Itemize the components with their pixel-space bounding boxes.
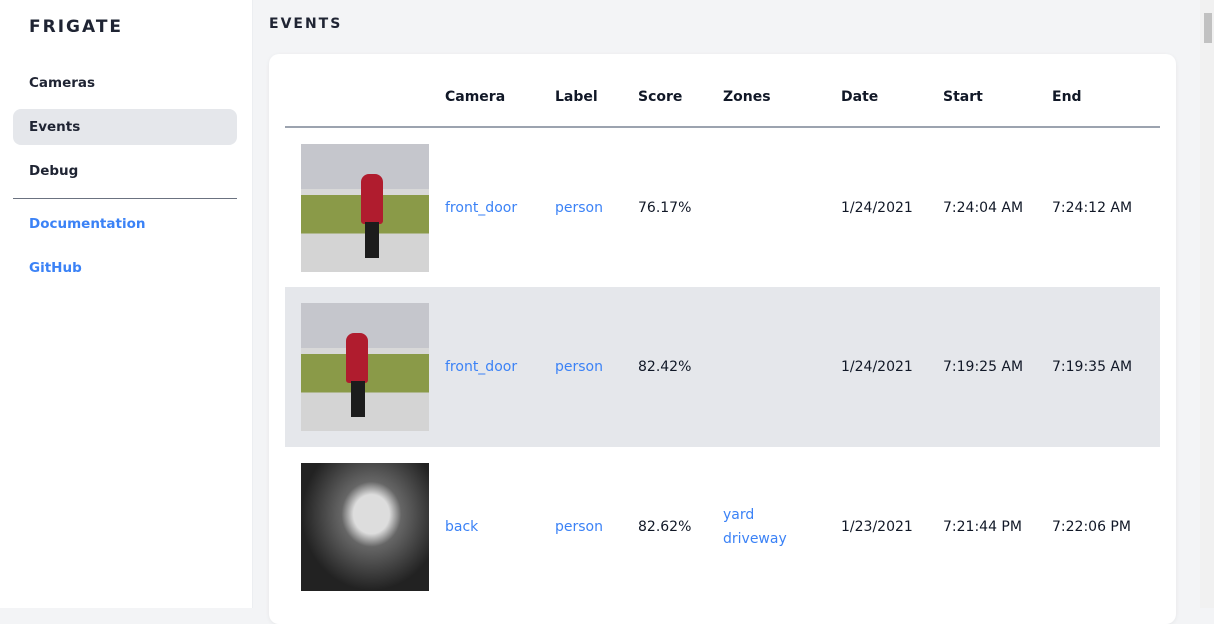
camera-link[interactable]: back <box>445 519 479 535</box>
table-row[interactable]: front_door person 82.42% 1/24/2021 7:19:… <box>285 287 1160 447</box>
header-camera: Camera <box>445 54 555 128</box>
documentation-link[interactable]: Documentation <box>29 216 146 232</box>
event-thumbnail[interactable] <box>301 303 429 431</box>
table-row[interactable]: back person 82.62% yard driveway 1/23/202… <box>285 447 1160 607</box>
sidebar-item-cameras[interactable]: Cameras <box>29 75 96 91</box>
label-link[interactable]: person <box>555 519 603 535</box>
camera-link[interactable]: front_door <box>445 199 518 216</box>
event-thumbnail[interactable] <box>301 143 429 272</box>
github-link[interactable]: GitHub <box>29 260 82 276</box>
sidebar-item-events[interactable]: Events <box>13 109 237 145</box>
end-time: 7:24:12 AM <box>1052 199 1133 216</box>
events-table: Camera Label Score Zones Date Start End … <box>285 54 1160 607</box>
header-date: Date <box>841 54 943 128</box>
sidebar-divider <box>13 198 237 199</box>
date: 1/24/2021 <box>841 199 913 216</box>
label-link[interactable]: person <box>555 199 603 216</box>
camera-link[interactable]: front_door <box>445 359 518 375</box>
sidebar-item-debug[interactable]: Debug <box>29 163 79 179</box>
header-end: End <box>1052 54 1160 128</box>
header-score: Score <box>638 54 723 128</box>
score: 76.17% <box>638 199 692 216</box>
zones: yard driveway <box>723 447 841 607</box>
label-link[interactable]: person <box>555 359 603 375</box>
start-time: 7:19:25 AM <box>943 287 1052 447</box>
sidebar: FRIGATE Cameras Events Debug Documentati… <box>0 0 253 608</box>
score: 82.42% <box>638 287 723 447</box>
scrollbar[interactable] <box>1200 0 1214 608</box>
score: 82.62% <box>638 519 692 535</box>
brand-logo: FRIGATE <box>29 17 124 37</box>
date: 1/23/2021 <box>841 519 913 535</box>
zones <box>723 127 841 287</box>
header-thumbnail <box>285 54 445 128</box>
zone-link[interactable]: driveway <box>723 531 787 547</box>
header-label: Label <box>555 54 638 128</box>
table-row[interactable]: front_door person 76.17% 1/24/2021 7:24:… <box>285 127 1160 287</box>
header-zones: Zones <box>723 54 841 128</box>
zone-link[interactable]: yard <box>723 507 755 523</box>
event-thumbnail[interactable] <box>301 463 429 591</box>
scrollbar-thumb[interactable] <box>1204 13 1212 43</box>
start-time: 7:24:04 AM <box>943 199 1024 216</box>
events-card: Camera Label Score Zones Date Start End … <box>269 54 1176 624</box>
page-title: EVENTS <box>269 16 343 32</box>
date: 1/24/2021 <box>841 287 943 447</box>
header-start: Start <box>943 54 1052 128</box>
end-time: 7:22:06 PM <box>1052 519 1131 535</box>
start-time: 7:21:44 PM <box>943 519 1022 535</box>
end-time: 7:19:35 AM <box>1052 287 1160 447</box>
zones <box>723 287 841 447</box>
